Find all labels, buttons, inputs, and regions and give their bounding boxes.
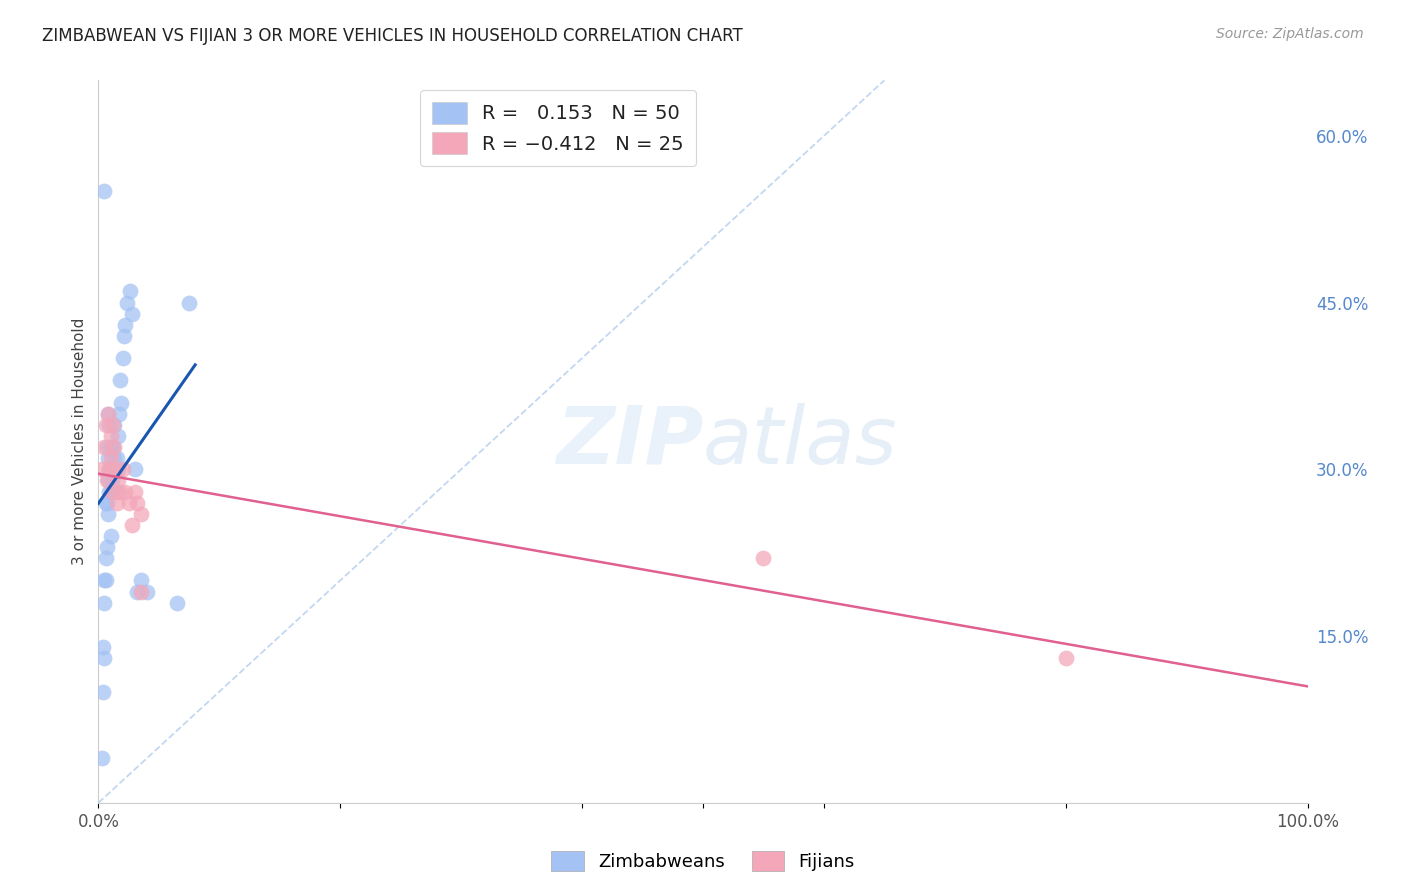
Point xyxy=(93,185,115,199)
Point xyxy=(97,474,120,488)
Point xyxy=(100,484,122,499)
Legend: R =   0.153   N = 50, R = −0.412   N = 25: R = 0.153 N = 50, R = −0.412 N = 25 xyxy=(420,90,696,166)
Point xyxy=(101,417,124,432)
Point xyxy=(96,540,118,554)
Point xyxy=(96,496,118,510)
Point xyxy=(91,751,114,765)
Point xyxy=(129,507,152,521)
Point xyxy=(98,484,121,499)
Point xyxy=(91,684,114,698)
Point xyxy=(118,496,141,510)
Point xyxy=(108,484,131,499)
Text: atlas: atlas xyxy=(703,402,898,481)
Point xyxy=(117,295,139,310)
Point xyxy=(93,651,115,665)
Point xyxy=(98,462,121,476)
Point xyxy=(124,484,146,499)
Point xyxy=(100,474,122,488)
Point xyxy=(104,462,127,476)
Point xyxy=(100,462,122,476)
Point xyxy=(107,474,129,488)
Point xyxy=(98,462,121,476)
Point xyxy=(111,351,134,366)
Point xyxy=(111,462,134,476)
Point xyxy=(124,462,146,476)
Point xyxy=(100,440,122,454)
Point xyxy=(105,484,128,499)
Point xyxy=(91,462,114,476)
Point xyxy=(96,474,118,488)
Point xyxy=(103,440,125,454)
Point xyxy=(94,496,117,510)
Point xyxy=(179,295,201,310)
Point xyxy=(105,496,128,510)
Point xyxy=(100,440,122,454)
Point xyxy=(93,596,115,610)
Point xyxy=(127,496,149,510)
Legend: Zimbabweans, Fijians: Zimbabweans, Fijians xyxy=(544,844,862,879)
Point xyxy=(108,407,131,421)
Point xyxy=(110,395,132,409)
Point xyxy=(112,329,135,343)
Point xyxy=(91,640,114,655)
Point xyxy=(107,429,129,443)
Point xyxy=(100,484,122,499)
Point xyxy=(93,574,115,588)
Point xyxy=(166,596,188,610)
Point xyxy=(94,574,117,588)
Point xyxy=(108,373,131,387)
Point xyxy=(103,451,125,466)
Point xyxy=(104,462,127,476)
Text: Source: ZipAtlas.com: Source: ZipAtlas.com xyxy=(1216,27,1364,41)
Point xyxy=(107,462,129,476)
Point xyxy=(103,417,125,432)
Point xyxy=(93,440,115,454)
Point xyxy=(1054,651,1077,665)
Point xyxy=(135,584,157,599)
Point xyxy=(97,407,120,421)
Point xyxy=(97,507,120,521)
Point xyxy=(114,318,136,332)
Point xyxy=(100,429,122,443)
Point xyxy=(752,551,775,566)
Point xyxy=(100,451,122,466)
Point xyxy=(100,529,122,543)
Y-axis label: 3 or more Vehicles in Household: 3 or more Vehicles in Household xyxy=(72,318,87,566)
Point xyxy=(98,417,121,432)
Point xyxy=(118,285,141,299)
Point xyxy=(121,307,143,321)
Point xyxy=(129,574,152,588)
Point xyxy=(97,407,120,421)
Point xyxy=(127,584,149,599)
Point xyxy=(94,417,117,432)
Point xyxy=(101,440,124,454)
Point xyxy=(114,484,136,499)
Text: ZIMBABWEAN VS FIJIAN 3 OR MORE VEHICLES IN HOUSEHOLD CORRELATION CHART: ZIMBABWEAN VS FIJIAN 3 OR MORE VEHICLES … xyxy=(42,27,742,45)
Point xyxy=(101,484,124,499)
Point xyxy=(129,584,152,599)
Point xyxy=(96,440,118,454)
Point xyxy=(121,517,143,532)
Point xyxy=(97,451,120,466)
Point xyxy=(94,551,117,566)
Text: ZIP: ZIP xyxy=(555,402,703,481)
Point xyxy=(105,451,128,466)
